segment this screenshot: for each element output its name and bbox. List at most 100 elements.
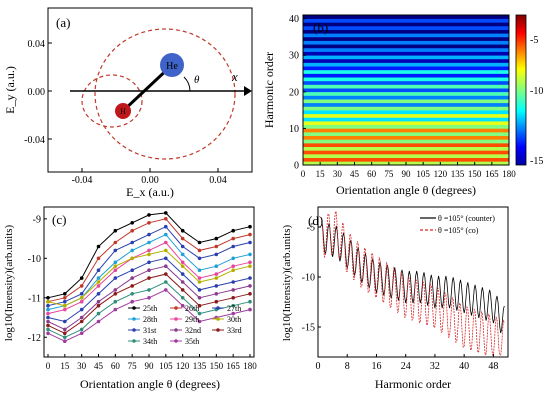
legend-label-25th: 25th (143, 304, 157, 313)
panel-c-x-ticks: 0 15 30 45 60 75 90 105 120 135 150 165 180 (46, 354, 257, 371)
panel-c-xtick: 60 (111, 361, 121, 371)
panel-d-ylabel: log10(Intensity)(arb.units) (281, 224, 293, 341)
panel-c-xtick: 135 (193, 361, 207, 371)
series-point-28th (197, 268, 202, 273)
series-point-27th (214, 252, 219, 257)
panel-d-xtick: 8 (345, 361, 350, 372)
series-point-27th (46, 303, 50, 308)
series-point-29th (180, 260, 185, 265)
panel-c-xtick: 90 (145, 361, 155, 371)
panel-a-ylabel: E_y (a.u.) (3, 66, 17, 114)
series-point-26th (130, 228, 134, 233)
theta-arc (183, 76, 191, 92)
series-point-31st (248, 276, 252, 280)
heatmap-band (303, 40, 509, 45)
series-point-27th (113, 248, 118, 253)
legend-marker-28th (132, 317, 136, 321)
series-point-32nd (164, 264, 168, 269)
series-point-25th (248, 224, 252, 229)
series-point-30th (63, 303, 67, 308)
legend-label-27th: 27th (227, 304, 241, 313)
panel-b-ytick: 0 (294, 161, 299, 172)
panel-b-ytick: 30 (289, 51, 299, 62)
series-point-27th (197, 256, 202, 261)
panel-a-xtick-0: -0.04 (72, 175, 93, 186)
panel-c-ytick: -11 (28, 293, 41, 304)
series-point-30th (180, 264, 185, 269)
panel-a-frame (47, 7, 253, 173)
series-point-32nd (96, 299, 101, 304)
series-point-32nd (214, 292, 219, 296)
series-point-25th (214, 236, 219, 241)
heatmap-band (303, 33, 509, 38)
heatmap-band (303, 55, 509, 60)
series-point-33rd (147, 276, 151, 280)
heatmap-band (303, 47, 509, 52)
series-point-32nd (130, 276, 134, 280)
series-point-26th (147, 221, 151, 225)
series-point-35th (147, 296, 151, 300)
colorbar (515, 14, 527, 166)
series-point-28th (130, 248, 134, 253)
series-point-30th (46, 299, 50, 304)
series-point-26th (79, 284, 84, 288)
panel-d-xtick: 24 (401, 361, 411, 372)
theta-symbol: θ (194, 74, 200, 86)
panel-b-xtick: 90 (402, 169, 412, 179)
series-point-25th (130, 221, 134, 225)
series-point-26th (231, 236, 235, 241)
colorbar-ticks: -5 -10 -15 (530, 35, 543, 167)
series-point-34th (248, 299, 252, 304)
series-point-25th (231, 228, 235, 233)
heatmap-band (303, 150, 509, 155)
legend-label-32nd: 32nd (185, 326, 201, 335)
legend-marker-32nd (174, 328, 178, 332)
legend-marker-26th (174, 306, 178, 310)
heatmap-band (303, 146, 509, 151)
panel-c-series (46, 211, 252, 344)
series-point-34th (130, 292, 134, 296)
series-point-30th (164, 248, 168, 253)
legend-label-counter: θ =105° (counter) (438, 214, 495, 223)
panel-c-xtick: 30 (77, 361, 87, 371)
heatmap-band (303, 102, 509, 107)
heatmap-band (303, 29, 509, 34)
series-point-25th (46, 296, 50, 300)
legend-label-31st: 31st (143, 326, 157, 335)
series-point-32nd (79, 315, 84, 320)
legend-marker-35th (174, 339, 178, 343)
series-point-33rd (46, 323, 50, 328)
series-point-28th (180, 252, 185, 257)
heatmap-band (303, 135, 509, 140)
heatmap-band (303, 15, 509, 19)
series-point-30th (248, 264, 252, 269)
series-point-32nd (63, 327, 67, 332)
series-point-28th (147, 240, 151, 245)
series-point-26th (63, 296, 67, 300)
panel-b-xtick: 120 (434, 169, 448, 179)
series-point-25th (63, 292, 67, 296)
series-point-34th (197, 311, 202, 316)
legend-label-26th: 26th (185, 304, 199, 313)
series-point-29th (79, 299, 84, 304)
series-point-27th (147, 232, 151, 237)
panel-d-xtick: 48 (488, 361, 498, 372)
series-point-34th (147, 288, 151, 292)
series-point-27th (180, 244, 185, 249)
heatmap-band (303, 124, 509, 129)
panel-b-xtick: 0 (301, 169, 306, 179)
series-point-27th (231, 244, 235, 249)
panel-c-xtick: 15 (60, 361, 70, 371)
panel-a-label: (a) (56, 15, 70, 30)
panel-c-xtick: 45 (94, 361, 104, 371)
series-point-30th (197, 280, 202, 284)
series-point-30th (96, 280, 101, 284)
series-point-32nd (180, 280, 185, 284)
series-point-26th (164, 217, 168, 221)
panel-a-ytick-0: 0.04 (28, 39, 46, 50)
panel-c-xtick: 180 (243, 361, 257, 371)
heatmap-band (303, 99, 509, 104)
series-point-28th (164, 232, 168, 237)
panel-c-xlabel: Orientation angle θ (degrees) (80, 377, 220, 391)
panel-b-xtick: 180 (502, 169, 516, 179)
